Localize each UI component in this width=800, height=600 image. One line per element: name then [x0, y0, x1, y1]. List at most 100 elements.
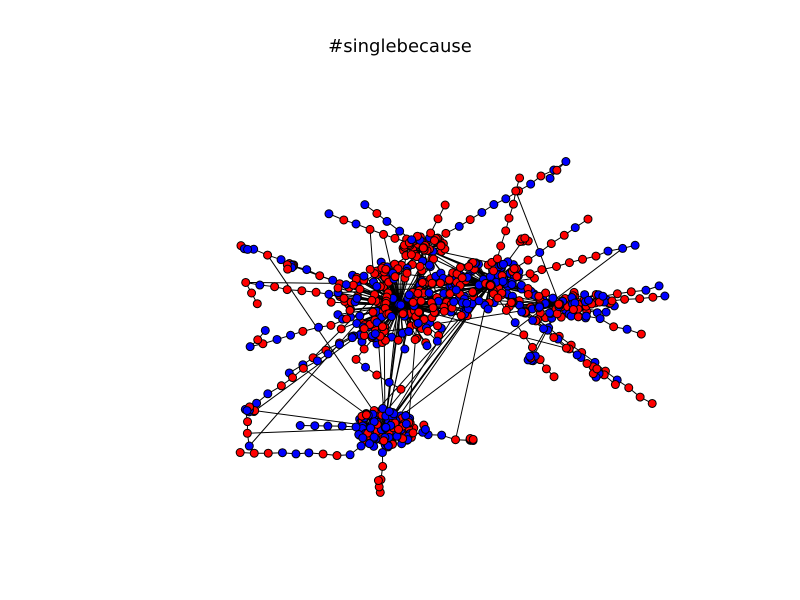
graph-node-red — [414, 307, 424, 317]
graph-node-red — [609, 322, 619, 332]
graph-node-red — [288, 373, 298, 383]
graph-node-red — [390, 233, 400, 243]
graph-node-red — [381, 264, 391, 274]
graph-node-red — [311, 287, 321, 297]
graph-node-red — [508, 199, 518, 209]
graph-node-red — [393, 335, 403, 345]
graph-node-blue — [539, 324, 549, 334]
graph-node-blue — [498, 277, 508, 287]
graph-edge — [267, 254, 386, 429]
graph-node-red — [235, 448, 245, 458]
graph-node-blue — [501, 194, 511, 204]
graph-node-blue — [356, 441, 366, 451]
graph-node-red — [263, 448, 273, 458]
graph-node-red — [635, 294, 645, 304]
graph-node-blue — [437, 430, 447, 440]
graph-node-red — [282, 285, 292, 295]
graph-node-red — [326, 320, 336, 330]
graph-node-red — [439, 306, 449, 316]
graph-node-red — [607, 296, 617, 306]
graph-node-blue — [432, 336, 442, 346]
graph-node-red — [433, 214, 443, 224]
graph-node-red — [270, 282, 280, 292]
graph-node-red — [429, 254, 439, 264]
graph-node-blue — [384, 377, 394, 387]
graph-node-red — [486, 281, 496, 291]
graph-node-red — [365, 224, 375, 234]
graph-node-red — [332, 451, 342, 461]
graph-node-red — [441, 228, 451, 238]
graph-node-red — [573, 312, 583, 322]
graph-node-blue — [622, 324, 632, 334]
graph-node-blue — [358, 433, 368, 443]
graph-node-blue — [341, 280, 351, 290]
graph-node-red — [612, 289, 622, 299]
graph-node-red — [525, 269, 535, 279]
graph-node-blue — [595, 314, 605, 324]
graph-node-blue — [295, 421, 305, 431]
graph-node-red — [496, 241, 506, 251]
graph-node-blue — [263, 389, 273, 399]
graph-node-blue — [324, 209, 334, 219]
graph-node-blue — [323, 421, 333, 431]
graph-node-red — [394, 424, 404, 434]
graph-node-blue — [660, 291, 670, 301]
graph-node-blue — [404, 290, 414, 300]
graph-node-blue — [334, 340, 344, 350]
graph-node-blue — [337, 421, 347, 431]
graph-node-blue — [498, 259, 508, 269]
graph-node-blue — [387, 312, 397, 322]
graph-node-red — [410, 335, 420, 345]
graph-node-red — [379, 229, 389, 239]
graph-node-red — [520, 233, 530, 243]
graph-node-blue — [364, 439, 374, 449]
graph-node-blue — [302, 265, 312, 275]
graph-node-red — [378, 461, 388, 471]
graph-node-blue — [352, 293, 362, 303]
graph-node-blue — [507, 280, 517, 290]
graph-node-red — [519, 330, 529, 340]
graph-node-red — [359, 344, 369, 354]
graph-edge — [395, 284, 491, 421]
graph-edge — [399, 266, 421, 306]
graph-node-blue — [570, 223, 580, 233]
graph-node-red — [336, 324, 346, 334]
graph-node-red — [591, 251, 601, 261]
graph-node-blue — [304, 448, 314, 458]
graph-node-red — [559, 230, 569, 240]
graph-node-red — [468, 434, 478, 444]
graph-node-red — [241, 277, 251, 287]
graph-node-red — [398, 309, 408, 319]
graph-node-blue — [360, 200, 370, 210]
graph-node-blue — [324, 289, 334, 299]
graph-node-blue — [323, 349, 333, 359]
graph-node-blue — [382, 216, 392, 226]
graph-node-blue — [291, 449, 301, 459]
graph-node-blue — [483, 304, 493, 314]
graph-node-blue — [654, 281, 664, 291]
graph-node-red — [339, 293, 349, 303]
graph-node-blue — [581, 311, 591, 321]
graph-node-blue — [401, 419, 411, 429]
graph-node-red — [242, 428, 252, 438]
graph-node-red — [456, 311, 466, 321]
graph-node-blue — [548, 293, 558, 303]
graph-node-red — [249, 448, 259, 458]
graph-node-blue — [314, 322, 324, 332]
graph-node-red — [635, 392, 645, 402]
graph-node-blue — [424, 260, 434, 270]
graph-node-red — [283, 264, 293, 274]
graph-node-red — [501, 226, 511, 236]
graph-node-red — [418, 243, 428, 253]
graph-node-red — [427, 278, 437, 288]
graph-node-blue — [351, 219, 361, 229]
graph-node-blue — [361, 362, 371, 372]
graph-node-red — [523, 289, 533, 299]
graph-node-red — [626, 287, 636, 297]
graph-node-blue — [260, 325, 270, 335]
graph-node-red — [465, 215, 475, 225]
graph-node-red — [413, 288, 423, 298]
graph-node-red — [515, 173, 525, 183]
graph-node-red — [298, 363, 308, 373]
